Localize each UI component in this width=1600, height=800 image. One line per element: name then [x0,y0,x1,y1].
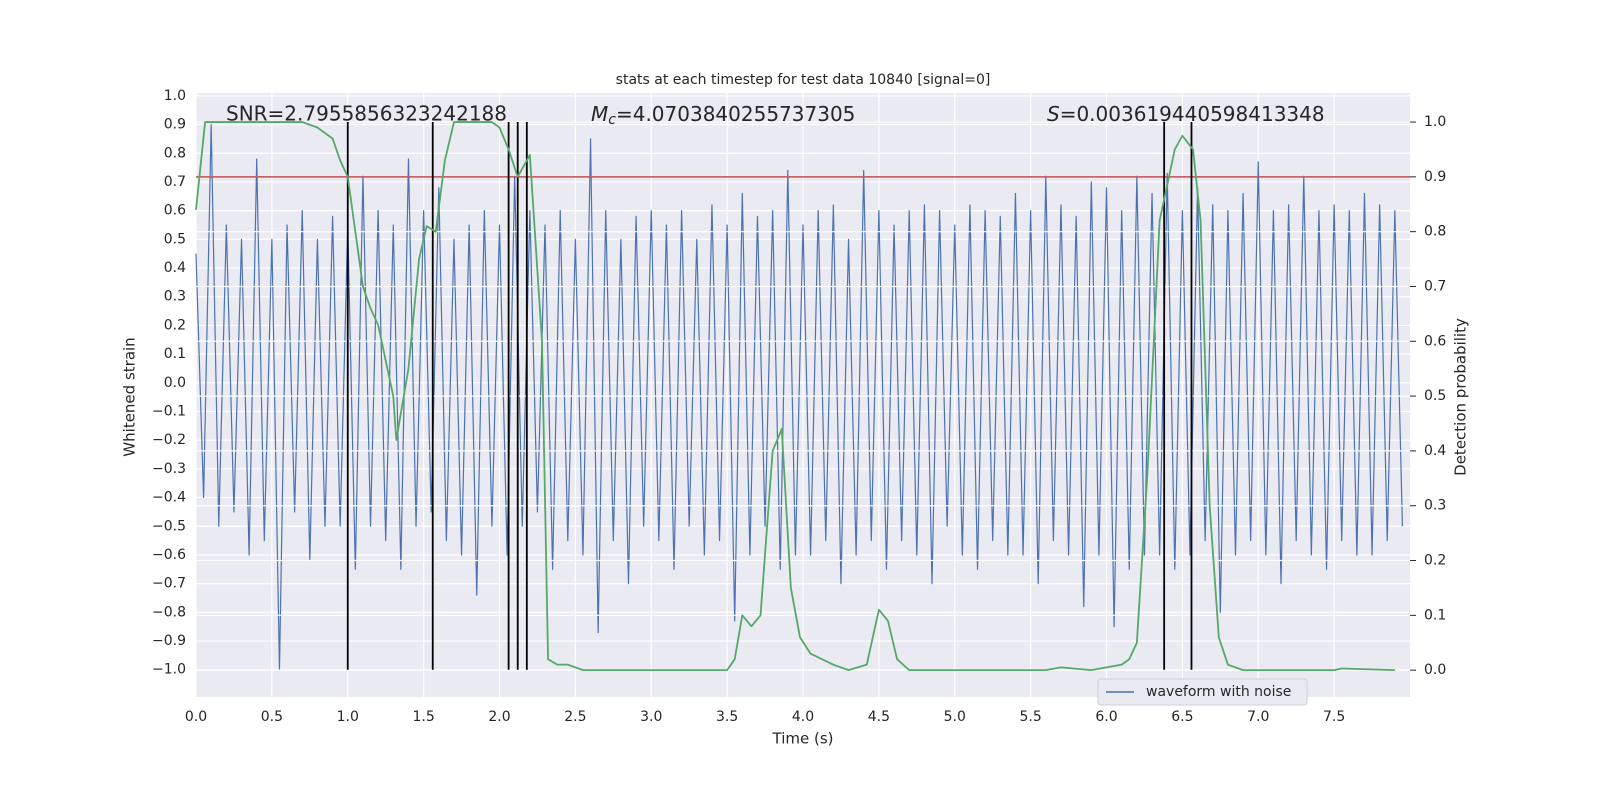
y-tick-label: 1.0 [164,88,186,104]
x-tick-label: 1.0 [337,709,359,725]
y2-tick-label: 0.5 [1424,388,1446,404]
y-tick-label: −0.7 [152,576,186,592]
y-tick-label: −0.3 [152,461,186,477]
y-tick-label: 0.9 [164,117,186,133]
y-tick-label: −0.9 [152,633,186,649]
y-tick-label: 0.5 [164,231,186,247]
y-tick-label: −1.0 [152,662,186,678]
y-tick-label: −0.5 [152,518,186,534]
x-tick-label: 4.5 [868,709,890,725]
y-tick-label: −0.4 [152,490,186,506]
x-tick-label: 0.0 [185,709,207,725]
y-tick-label: 0.2 [164,317,186,333]
s-symbol: S [1047,102,1060,126]
x-tick-label: 5.5 [1019,709,1041,725]
x-tick-label: 1.5 [412,709,434,725]
snr-annotation: SNR=2.7955856323242188 [226,102,507,126]
y2-tick-label: 0.8 [1424,224,1446,240]
marks [195,121,1410,672]
waveform-line [195,123,1404,671]
legend-label: waveform with noise [1146,684,1291,700]
x-tick-label: 5.0 [944,709,966,725]
y-tick-label: 0.4 [164,260,186,276]
mc-annotation: Mc=4.0703840255737305 [591,102,855,129]
y-tick-label: 0.7 [164,174,186,190]
y-tick-label: 0.8 [164,145,186,161]
y-tick-label: −0.6 [152,547,186,563]
y-tick-label: −0.2 [152,432,186,448]
s-annotation: S=0.003619440598413348 [1047,102,1325,126]
x-tick-label: 4.0 [792,709,814,725]
detection-line [195,121,1395,672]
x-tick-label: 3.0 [640,709,662,725]
y2-tick-label: 0.7 [1424,278,1446,294]
y-tick-label: 0.3 [164,289,186,305]
x-tick-label: 6.0 [1095,709,1117,725]
x-tick-label: 3.5 [716,709,738,725]
y2-tick-label: 0.9 [1424,169,1446,185]
y2-tick-label: 1.0 [1424,114,1446,130]
y2-tick-label: 0.0 [1424,662,1446,678]
mc-subscript: c [608,112,616,128]
y-tick-label: −0.8 [152,604,186,620]
legend-box [1097,678,1308,706]
y2-tick-label: 0.4 [1424,443,1446,459]
mc-value: =4.0703840255737305 [616,102,855,126]
y2-tick-label: 0.2 [1424,553,1446,569]
y-tick-label: 0.0 [164,375,186,391]
x-axis-label: Time (s) [772,730,834,748]
chart-title: stats at each timestep for test data 108… [616,72,991,88]
mc-symbol: M [591,102,608,126]
x-tick-label: 2.0 [488,709,510,725]
y-tick-label: 0.6 [164,203,186,219]
x-tick-label: 0.5 [261,709,283,725]
y-tick-label: −0.1 [152,403,186,419]
legend: waveform with noise [1097,678,1308,706]
x-tick-label: 7.5 [1323,709,1345,725]
x-tick-label: 6.5 [1171,709,1193,725]
x-tick-label: 2.5 [564,709,586,725]
s-value: =0.003619440598413348 [1060,102,1325,126]
y2-tick-label: 0.1 [1424,607,1446,623]
x-tick-label: 7.0 [1247,709,1269,725]
y2-axis-label: Detection probability [1452,318,1470,476]
y-tick-label: 0.1 [164,346,186,362]
y2-tick-label: 0.3 [1424,498,1446,514]
y2-tick-label: 0.6 [1424,333,1446,349]
y-axis-label: Whitened strain [121,337,139,456]
